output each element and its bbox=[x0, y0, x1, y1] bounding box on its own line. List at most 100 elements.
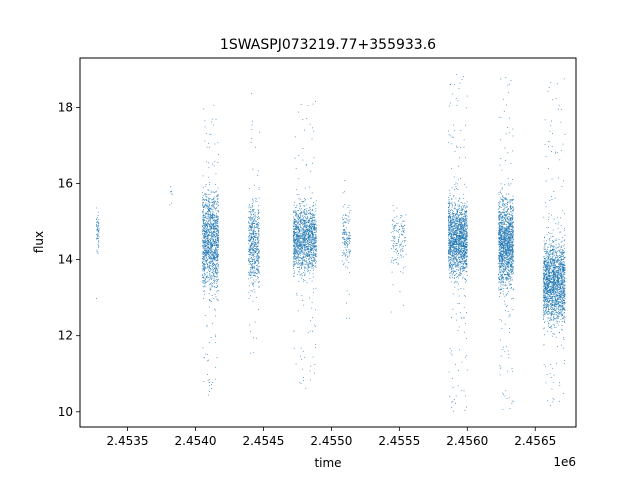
data-point bbox=[304, 236, 305, 238]
data-point bbox=[217, 281, 219, 283]
data-point bbox=[303, 220, 305, 222]
data-point bbox=[215, 241, 217, 242]
data-point bbox=[462, 243, 464, 245]
data-point bbox=[451, 225, 453, 227]
data-point bbox=[452, 244, 454, 246]
data-point bbox=[300, 383, 302, 384]
data-point bbox=[312, 224, 314, 226]
data-point bbox=[297, 236, 298, 237]
data-point bbox=[456, 225, 457, 227]
data-point bbox=[343, 225, 345, 227]
data-point bbox=[96, 225, 98, 227]
data-point bbox=[341, 260, 343, 262]
data-point bbox=[213, 272, 215, 274]
data-point bbox=[448, 253, 450, 255]
data-point bbox=[213, 238, 215, 240]
data-point bbox=[250, 249, 252, 251]
data-point bbox=[304, 274, 306, 276]
data-point bbox=[207, 266, 209, 268]
data-point bbox=[459, 235, 461, 237]
data-point bbox=[211, 228, 213, 230]
data-point bbox=[448, 200, 450, 202]
data-point bbox=[396, 207, 398, 209]
data-point bbox=[395, 249, 397, 251]
data-point bbox=[255, 233, 257, 235]
data-point bbox=[249, 218, 250, 220]
data-point bbox=[311, 247, 312, 249]
data-point bbox=[301, 212, 302, 214]
data-point bbox=[456, 240, 457, 242]
data-point bbox=[303, 229, 305, 231]
data-point bbox=[295, 221, 297, 223]
data-point bbox=[98, 227, 100, 229]
data-point bbox=[313, 244, 315, 246]
data-point bbox=[304, 246, 306, 248]
data-point bbox=[349, 251, 351, 252]
data-point bbox=[213, 263, 215, 265]
data-point bbox=[203, 237, 205, 239]
data-point bbox=[312, 130, 314, 132]
data-point bbox=[204, 245, 206, 247]
data-point bbox=[297, 243, 299, 244]
data-point bbox=[213, 240, 215, 241]
data-point bbox=[459, 235, 461, 237]
data-point bbox=[207, 258, 209, 260]
data-point bbox=[460, 227, 461, 229]
data-point bbox=[451, 270, 453, 272]
data-point bbox=[451, 229, 452, 231]
data-point bbox=[347, 238, 349, 240]
data-point bbox=[250, 252, 252, 254]
data-point bbox=[306, 238, 308, 240]
data-point bbox=[310, 234, 312, 236]
data-point bbox=[254, 231, 256, 233]
data-point bbox=[215, 240, 216, 242]
data-point bbox=[453, 124, 455, 126]
data-point bbox=[460, 239, 462, 241]
data-point bbox=[202, 192, 203, 194]
data-point bbox=[206, 250, 208, 251]
data-point bbox=[213, 286, 215, 288]
data-point bbox=[461, 236, 463, 238]
data-point bbox=[305, 233, 307, 234]
data-point bbox=[343, 229, 345, 231]
data-point bbox=[293, 220, 295, 222]
data-point bbox=[208, 257, 210, 259]
data-point bbox=[295, 241, 297, 243]
data-point bbox=[349, 212, 350, 214]
data-point bbox=[465, 247, 467, 248]
data-point bbox=[452, 229, 454, 231]
data-point bbox=[454, 205, 456, 207]
data-point bbox=[301, 238, 303, 240]
data-point bbox=[203, 209, 204, 211]
data-point bbox=[250, 272, 252, 274]
data-point bbox=[397, 263, 399, 264]
data-point bbox=[209, 202, 211, 204]
data-point bbox=[462, 277, 464, 279]
data-point bbox=[296, 258, 298, 260]
data-point bbox=[307, 213, 309, 214]
data-point bbox=[206, 252, 208, 254]
data-point bbox=[459, 303, 461, 305]
data-point bbox=[392, 236, 393, 238]
data-point bbox=[313, 228, 314, 230]
data-point bbox=[314, 258, 316, 260]
data-point bbox=[463, 230, 465, 232]
data-point bbox=[308, 259, 310, 261]
data-point bbox=[314, 219, 316, 221]
data-point bbox=[210, 255, 212, 257]
data-point bbox=[303, 205, 305, 207]
data-point bbox=[464, 246, 466, 248]
data-point bbox=[215, 239, 217, 241]
data-point bbox=[296, 226, 298, 228]
data-point bbox=[450, 264, 451, 266]
data-point bbox=[217, 198, 219, 199]
data-point bbox=[296, 239, 298, 241]
data-point bbox=[458, 208, 460, 210]
data-point bbox=[214, 308, 216, 310]
data-point bbox=[314, 237, 316, 239]
data-point bbox=[455, 214, 456, 216]
data-point bbox=[248, 240, 250, 241]
data-point bbox=[251, 258, 253, 260]
data-point bbox=[458, 214, 460, 216]
data-point bbox=[451, 246, 453, 248]
